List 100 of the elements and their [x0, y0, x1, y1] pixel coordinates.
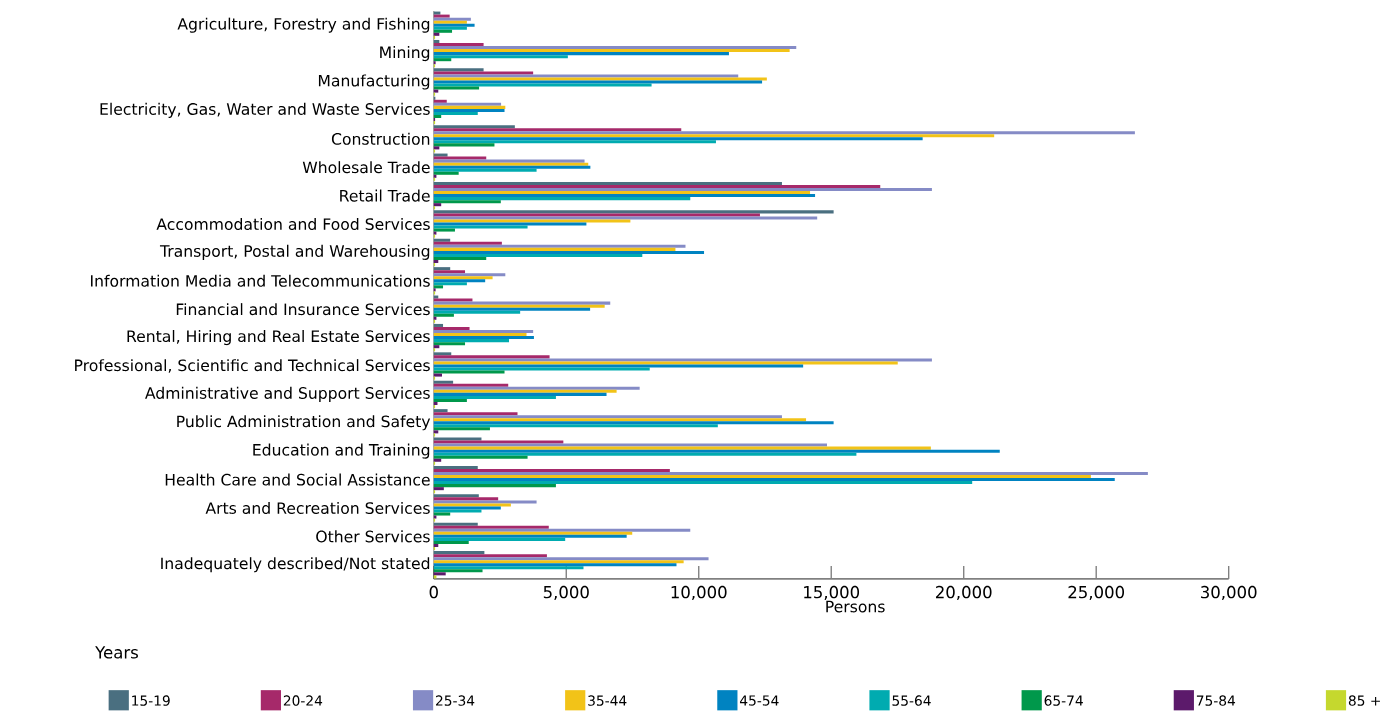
bar: [433, 512, 451, 516]
bar: [433, 125, 515, 129]
bar: [433, 455, 528, 459]
bar: [433, 509, 482, 513]
bar: [433, 395, 556, 399]
legend-label: 20-24: [283, 695, 323, 706]
bar: [433, 370, 505, 374]
y-tick-label: Inadequately described/Not stated: [161, 557, 430, 573]
bar: [433, 71, 534, 75]
bar: [433, 497, 499, 501]
bar: [433, 23, 475, 27]
bar: [433, 194, 816, 198]
bar: [433, 358, 932, 362]
bar: [433, 225, 528, 229]
y-tick-label: Accommodation and Food Services: [156, 217, 430, 231]
bar: [433, 458, 442, 462]
bar: [433, 298, 473, 302]
y-tick-label: Agriculture, Forestry and Fishing: [177, 17, 430, 33]
bar: [433, 111, 478, 115]
bar: [433, 188, 932, 192]
bar: [433, 537, 566, 541]
bar: [433, 270, 466, 274]
bar: [433, 216, 818, 220]
bar: [433, 531, 633, 535]
bar: [433, 484, 556, 488]
bar: [433, 210, 834, 214]
legend-label: 65-74: [1044, 695, 1083, 706]
bar: [433, 446, 931, 450]
y-tick-label: Professional, Scientific and Technical Services: [75, 359, 430, 373]
y-tick-label: Information Media and Telecommunications: [91, 274, 430, 287]
x-tick-label: 5,000: [543, 585, 589, 601]
bar: [433, 339, 510, 343]
bar: [433, 465, 478, 469]
bar: [433, 140, 716, 144]
bar: [433, 181, 782, 185]
bar: [433, 310, 521, 314]
bar: [433, 525, 549, 529]
legend-label: 55-64: [892, 695, 931, 706]
bar: [433, 74, 739, 78]
bar: [433, 128, 682, 132]
bar: [433, 46, 797, 50]
y-tick-label: Arts and Recreation Services: [205, 501, 430, 515]
bar: [433, 159, 585, 163]
bar: [433, 156, 487, 160]
bar: [433, 43, 484, 47]
bar: [433, 52, 729, 56]
bar: [433, 14, 450, 18]
legend-label: 25-34: [436, 695, 475, 706]
bar: [433, 238, 451, 242]
bar: [433, 77, 767, 81]
bar: [433, 241, 502, 245]
bar: [433, 475, 1091, 479]
bar: [433, 83, 652, 87]
bar: [433, 326, 470, 331]
bar: [433, 380, 454, 384]
bar: [433, 313, 454, 317]
bar: [433, 58, 452, 62]
bar: [433, 386, 640, 390]
bar: [433, 55, 568, 59]
bar: [433, 191, 811, 195]
bar: [433, 200, 501, 204]
bar: [433, 17, 471, 21]
x-tick-label: 0: [429, 585, 438, 599]
bar: [433, 114, 442, 119]
bar: [433, 427, 490, 431]
bar: [433, 336, 534, 340]
y-tick-label: Public Administration and Safety: [177, 415, 431, 431]
y-tick-label: Administrative and Support Services: [145, 386, 430, 402]
bar: [433, 415, 782, 419]
bar: [433, 478, 1115, 482]
bar: [433, 449, 1000, 453]
bar: [433, 256, 487, 260]
bar: [433, 361, 898, 365]
bar: [433, 228, 455, 232]
bar: [433, 185, 881, 189]
bar: [433, 304, 605, 308]
bar: [433, 143, 495, 147]
y-tick-label: Mining: [380, 46, 430, 62]
bar: [433, 472, 1148, 476]
bar: [433, 398, 467, 402]
y-tick-label: Manufacturing: [318, 74, 430, 90]
bar: [433, 452, 857, 456]
bar: [433, 137, 923, 141]
bar: [433, 197, 691, 201]
bar: [433, 355, 550, 359]
bar: [433, 494, 479, 498]
legend-label: 15-19: [132, 695, 170, 706]
bar: [433, 102, 502, 106]
bar: [433, 554, 547, 558]
bar: [433, 383, 509, 387]
bar: [433, 250, 705, 254]
x-tick-label: 15,000: [804, 585, 860, 601]
bar: [433, 572, 446, 576]
bar: [433, 443, 827, 447]
bar: [433, 389, 617, 393]
bar: [433, 273, 506, 277]
bar: [433, 330, 534, 334]
legend-label: 35-44: [588, 695, 627, 706]
bar: [433, 219, 631, 223]
bar: [433, 20, 467, 24]
